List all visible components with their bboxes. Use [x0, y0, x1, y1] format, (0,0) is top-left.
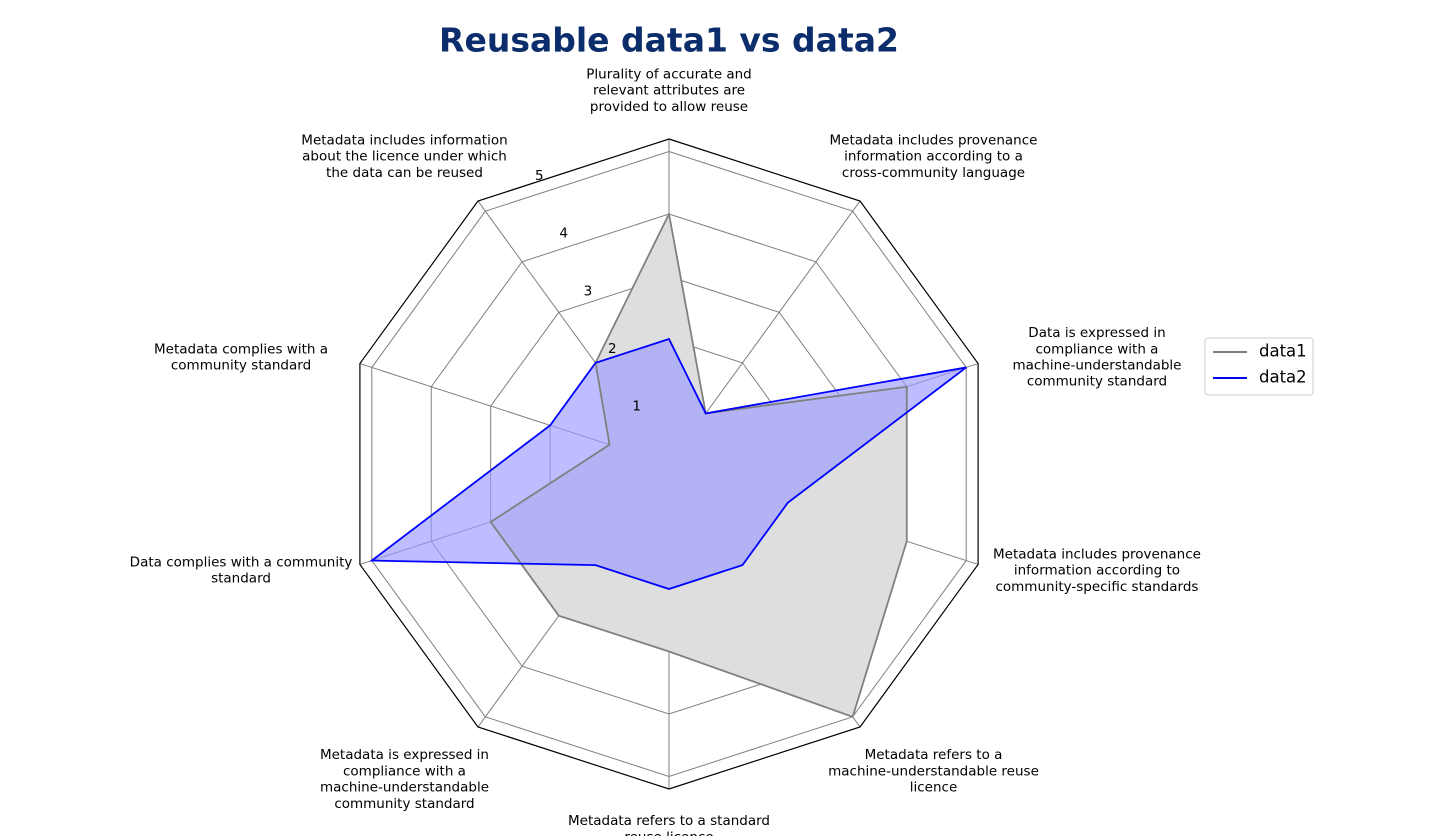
category-label-line: standard	[211, 571, 271, 587]
radial-tick-label: 4	[559, 226, 568, 242]
category-label-line: about the licence under which	[302, 149, 507, 165]
category-label: Metadata refers to amachine-understandab…	[828, 747, 1039, 795]
category-label-line: compliance with a	[1035, 341, 1158, 357]
category-label-line: Metadata complies with a	[154, 341, 328, 357]
radar-series	[369, 211, 967, 718]
category-label-line: Plurality of accurate and	[586, 67, 751, 83]
radial-tick-label: 2	[608, 341, 617, 357]
category-label-line: community standard	[334, 796, 474, 812]
series-area-data2	[371, 339, 967, 589]
outer-frame	[359, 138, 979, 790]
grid-ring	[430, 213, 908, 715]
category-label-line: reuse licence	[624, 829, 713, 836]
category-label-line: Metadata is expressed in	[320, 747, 489, 763]
category-label-line: the data can be reused	[326, 165, 483, 181]
category-label-line: Metadata refers to a standard	[568, 813, 770, 829]
category-label-line: cross-community language	[842, 165, 1025, 181]
category-label-line: machine-understandable reuse	[828, 763, 1039, 779]
category-label-line: information according to	[1014, 563, 1180, 579]
category-label-line: community-specific standards	[995, 579, 1198, 595]
radial-tick-labels: 1 2 3 4 5	[535, 168, 641, 414]
category-label-line: licence	[910, 780, 958, 796]
category-label-line: machine-understandable	[1012, 357, 1181, 373]
category-label-line: relevant attributes are	[593, 83, 745, 99]
category-label-line: compliance with a	[343, 763, 466, 779]
category-label-line: Metadata includes provenance	[993, 546, 1201, 562]
chart-title: Reusable data1 vs data2	[439, 21, 899, 60]
category-label-line: Data complies with a community	[130, 555, 353, 571]
radial-tick-label: 1	[632, 398, 641, 414]
category-label: Metadata includes provenanceinformation …	[830, 132, 1038, 180]
legend: data1 data2	[1204, 337, 1314, 396]
category-label-line: Data is expressed in	[1028, 325, 1165, 341]
category-label-line: Metadata includes information	[301, 132, 507, 148]
category-label: Metadata refers to a standardreuse licen…	[568, 813, 770, 836]
category-label-line: community standard	[1027, 374, 1167, 390]
category-label-line: community standard	[171, 357, 311, 373]
radial-tick-label: 3	[584, 283, 593, 299]
category-label: Metadata includes provenanceinformation …	[993, 546, 1201, 594]
series-line-data2	[369, 337, 967, 590]
category-label-line: information according to a	[844, 149, 1023, 165]
category-label-line: Metadata includes provenance	[830, 132, 1038, 148]
grid-ring	[371, 150, 967, 778]
category-label-line: machine-understandable	[320, 780, 489, 796]
category-label-line: provided to allow reuse	[590, 99, 748, 115]
series-line-data1	[489, 211, 908, 718]
legend-label-data1: data1	[1259, 342, 1307, 361]
radial-tick-label: 5	[535, 168, 544, 184]
legend-label-data2: data2	[1259, 368, 1307, 387]
category-label-line: Metadata refers to a	[865, 747, 1003, 763]
